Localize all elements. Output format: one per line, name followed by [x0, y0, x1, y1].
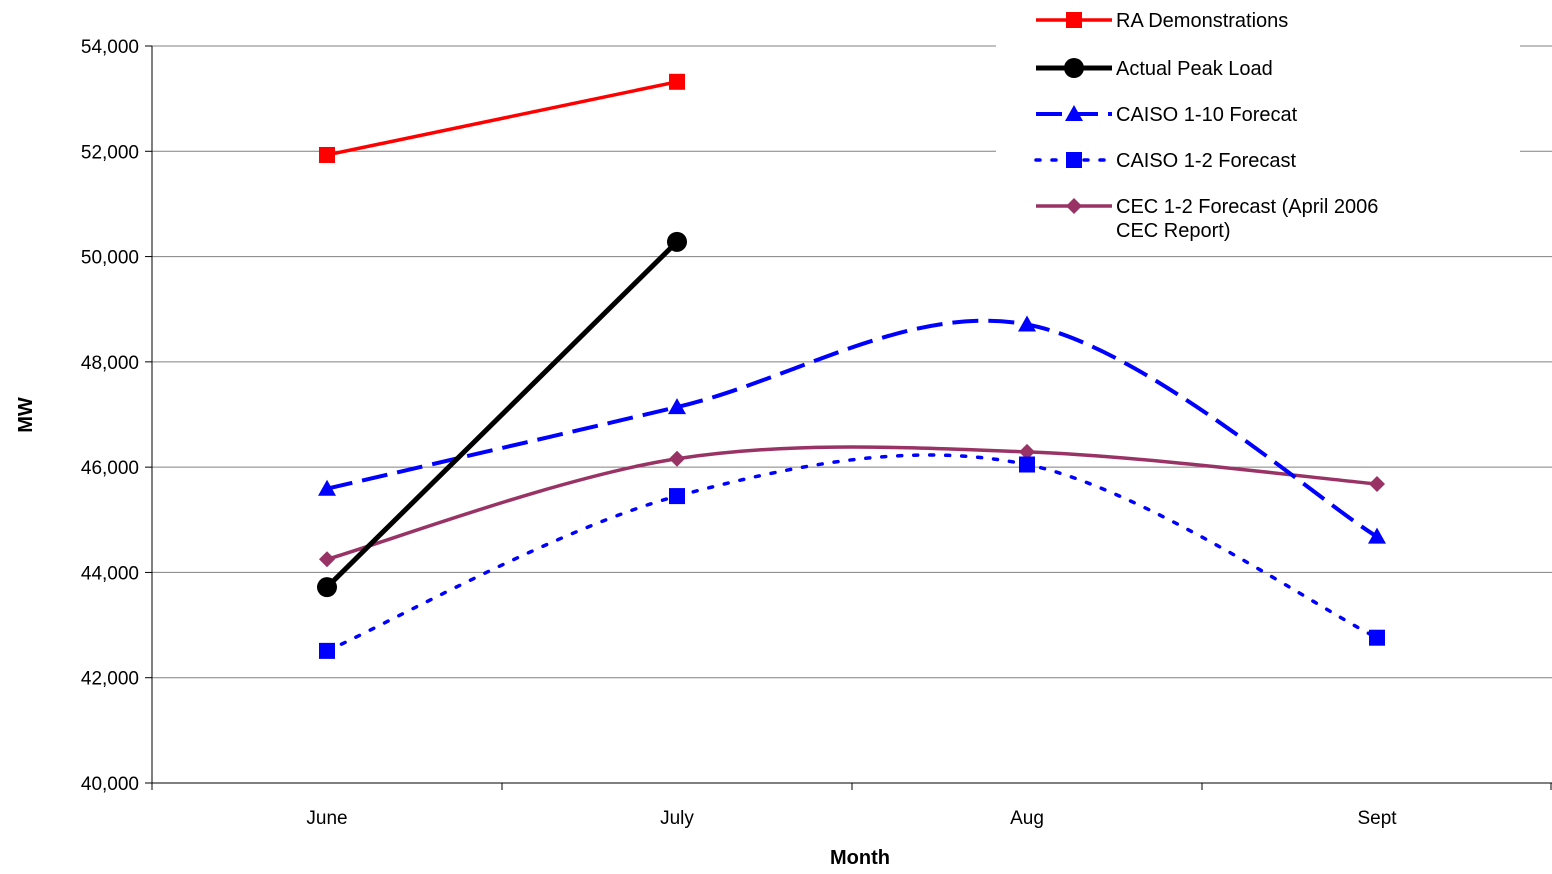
data-point	[667, 231, 687, 252]
data-point	[1019, 456, 1035, 473]
data-point	[669, 450, 685, 467]
legend-marker	[1064, 58, 1084, 78]
data-point	[1369, 629, 1385, 646]
y-tick-label: 40,000	[81, 774, 139, 795]
legend-label-line: CEC Report)	[1116, 220, 1230, 242]
x-tick-label: Aug	[1010, 808, 1044, 829]
data-point	[668, 398, 686, 415]
y-tick-label: 42,000	[81, 669, 139, 690]
data-point	[1018, 315, 1036, 332]
series-3	[319, 453, 1385, 659]
axes: 40,000 42,000 44,000 46,000 48,000 50,000 52,0…	[81, 37, 1552, 829]
x-tick-label: July	[660, 808, 694, 829]
y-tick-label: 48,000	[81, 353, 139, 374]
series-line	[326, 445, 1378, 561]
data-point	[319, 551, 335, 568]
series-line	[325, 453, 1379, 653]
legend-label: Actual Peak Load	[1116, 58, 1273, 80]
y-tick-label: 44,000	[81, 563, 139, 584]
y-tick-label: 52,000	[81, 142, 139, 163]
gridlines	[152, 45, 1552, 679]
legend-label: CAISO 1-10 Forecat	[1116, 104, 1298, 126]
y-tick-label: 50,000	[81, 248, 139, 269]
legend-box	[996, 0, 1520, 244]
legend-item: Actual Peak Load	[1036, 58, 1273, 80]
data-point	[317, 577, 337, 598]
series-line	[326, 318, 1379, 539]
x-tick-label: Sept	[1357, 808, 1397, 829]
series-1	[317, 231, 687, 598]
legend-label-line: CEC 1-2 Forecast (April 2006	[1116, 196, 1378, 218]
x-axis-title: Month	[830, 847, 890, 869]
legend-label: CAISO 1-2 Forecast	[1116, 150, 1297, 172]
data-point	[1019, 443, 1035, 460]
series-line	[326, 80, 678, 157]
series-0	[319, 73, 685, 163]
series-line	[325, 240, 679, 589]
y-tick-label: 54,000	[81, 37, 139, 58]
y-tick-label: 46,000	[81, 458, 139, 479]
x-tick-label: June	[306, 808, 347, 829]
legend-item: CAISO 1-10 Forecat	[1036, 104, 1298, 126]
data-point	[1368, 527, 1386, 544]
legend-label: RA Demonstrations	[1116, 10, 1288, 32]
legend-item: RA Demonstrations	[1036, 10, 1288, 32]
data-point	[319, 146, 335, 163]
legend-item: CEC 1-2 Forecast (April 2006 CEC Report)	[1036, 196, 1378, 242]
legend-marker	[1066, 198, 1082, 214]
legend: RA Demonstrations Actual Peak Load CAISO 1…	[996, 0, 1520, 244]
legend-marker	[1066, 152, 1082, 168]
data-point	[669, 488, 685, 505]
data-point	[318, 479, 336, 496]
legend-marker	[1065, 105, 1083, 121]
legend-marker	[1066, 12, 1082, 28]
series-layer	[317, 73, 1386, 659]
y-axis-title: MW	[15, 397, 37, 433]
data-point	[319, 642, 335, 659]
data-point	[1369, 475, 1385, 492]
data-point	[669, 73, 685, 90]
series-2	[318, 315, 1386, 544]
series-4	[319, 443, 1385, 568]
legend-label: CEC 1-2 Forecast (April 2006 CEC Report)	[1116, 196, 1378, 242]
legend-item: CAISO 1-2 Forecast	[1034, 150, 1297, 172]
